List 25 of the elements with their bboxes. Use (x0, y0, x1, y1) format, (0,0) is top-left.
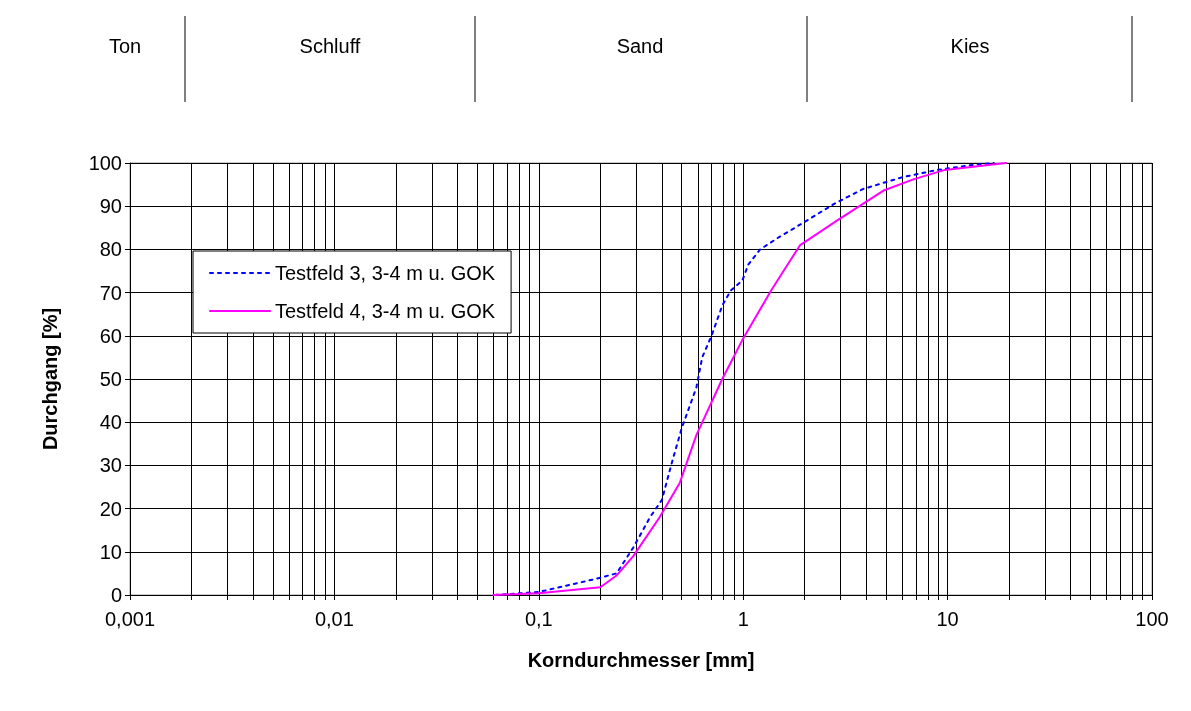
x-tick-label: 0,01 (314, 608, 354, 630)
x-tick-label: 1 (737, 608, 749, 630)
y-tick-label: 30 (99, 454, 122, 477)
y-tick-label: 20 (99, 497, 122, 520)
y-tick-label: 100 (88, 152, 122, 174)
y-tick-label: 0 (110, 584, 122, 606)
y-tick-label: 60 (99, 324, 122, 347)
x-tick-label: 100 (1135, 608, 1169, 630)
y-tick-label: 50 (99, 368, 122, 390)
x-tick-label: 10 (936, 608, 959, 630)
text: Ton (108, 35, 142, 57)
y-axis-title: Durchgang [%] (39, 307, 61, 451)
text: Sand (616, 35, 664, 57)
legend-label: Testfeld 3, 3-4 m u. GOK (275, 262, 496, 284)
y-tick-label: 40 (99, 411, 122, 434)
y-tick-label: 90 (99, 195, 122, 218)
y-tick-label: 10 (99, 540, 122, 563)
x-tick-label: 0,001 (104, 608, 156, 630)
text: Kies (950, 35, 990, 57)
y-tick-label: 70 (99, 281, 122, 304)
legend-label: Testfeld 4, 3-4 m u. GOK (275, 300, 496, 322)
x-tick-label: 0,1 (524, 608, 553, 630)
text: Schluff (299, 35, 361, 57)
y-tick-label: 80 (99, 238, 122, 261)
x-axis-title: Korndurchmesser [mm] (527, 649, 755, 671)
